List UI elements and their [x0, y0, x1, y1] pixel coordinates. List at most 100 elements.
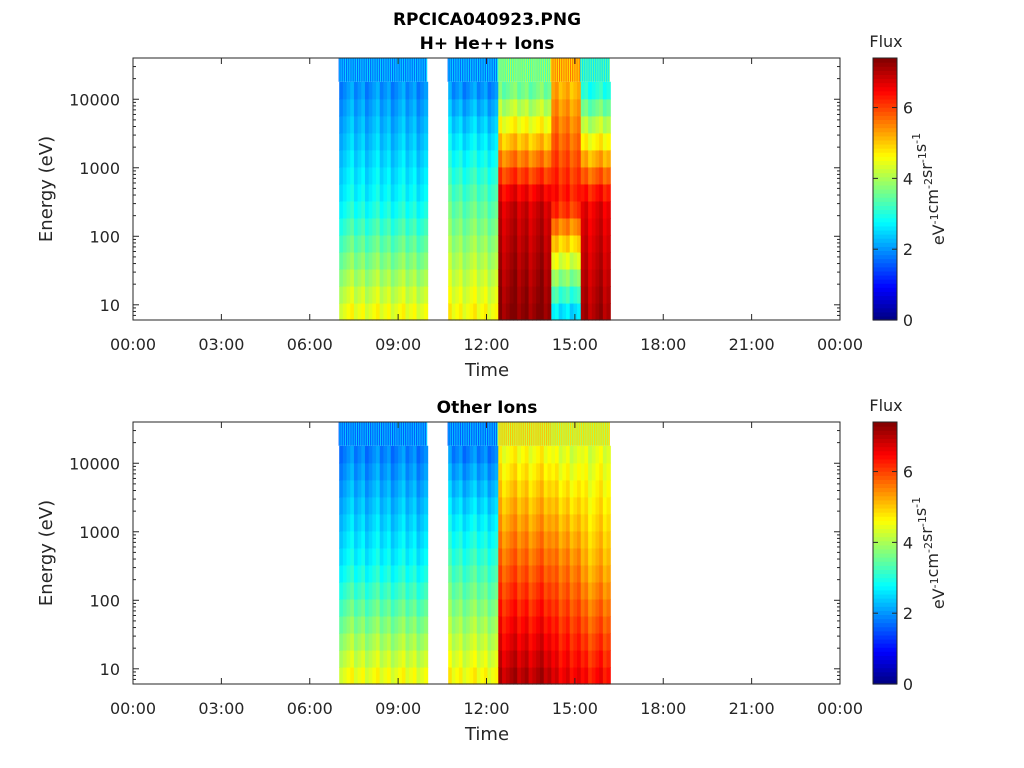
heatmap-cell — [346, 268, 351, 287]
heatmap-cell — [584, 268, 589, 287]
heatmap-cell — [521, 632, 526, 651]
heatmap-cell — [412, 217, 418, 236]
x-tick-label: 09:00 — [375, 335, 421, 354]
heatmap-cell — [494, 564, 499, 583]
heatmap-cell — [532, 479, 537, 498]
colorbar-swatch — [873, 139, 897, 145]
heatmap-cell — [394, 285, 399, 304]
y-tick-label: 10000 — [69, 454, 120, 473]
heatmap-cell — [451, 200, 456, 219]
heatmap-cell — [595, 115, 600, 134]
heatmap-cell — [543, 149, 549, 168]
heatmap-cell — [602, 615, 608, 634]
heatmap-cell — [494, 666, 499, 685]
heatmap-cell — [342, 234, 348, 253]
heatmap-cell — [394, 649, 399, 668]
heatmap-cell — [357, 479, 362, 498]
heatmap-cell — [577, 234, 582, 253]
heatmap-cell — [494, 81, 499, 100]
heatmap-cell — [509, 268, 515, 287]
heatmap-cell — [339, 268, 344, 287]
heatmap-cell — [524, 217, 530, 236]
heatmap-cell — [606, 615, 611, 634]
heatmap-cell — [398, 564, 403, 583]
heatmap-cell — [517, 581, 522, 600]
x-tick-label: 03:00 — [198, 335, 244, 354]
heatmap-cell — [584, 217, 589, 236]
heatmap-cell — [383, 496, 388, 515]
heatmap-cell — [513, 166, 518, 185]
heatmap-cell — [513, 132, 518, 151]
heatmap-cell — [487, 217, 492, 236]
heatmap-cell — [562, 445, 567, 464]
heatmap-cell — [455, 98, 460, 117]
heatmap-cell — [524, 547, 530, 566]
heatmap-cell — [412, 149, 418, 168]
heatmap-cell — [342, 251, 348, 270]
heatmap-cell — [566, 615, 571, 634]
heatmap-cell — [543, 285, 549, 304]
heatmap-cell — [580, 268, 586, 287]
colorbar-swatch — [873, 643, 897, 648]
heatmap-cell — [588, 530, 593, 549]
colorbar-swatch — [873, 66, 897, 71]
heatmap-cell — [448, 598, 453, 617]
heatmap-cell — [469, 302, 474, 321]
heatmap-cell — [532, 530, 537, 549]
heatmap-cell — [536, 166, 541, 185]
heatmap-cell — [505, 149, 511, 168]
colorbar-swatch — [873, 577, 897, 583]
heatmap-cell — [401, 530, 407, 549]
heatmap-cell — [346, 547, 351, 566]
heatmap-cell — [451, 234, 456, 253]
heatmap-cell — [569, 183, 574, 202]
heatmap-cell — [361, 115, 366, 134]
heatmap-cell — [364, 268, 370, 287]
heatmap-cell — [509, 217, 515, 236]
heatmap-cell — [524, 115, 530, 134]
heatmap-cell — [577, 251, 582, 270]
heatmap-cell — [517, 445, 522, 464]
heatmap-cell — [513, 479, 518, 498]
heatmap-cell — [376, 234, 381, 253]
heatmap-cell — [517, 268, 522, 287]
heatmap-cell — [584, 462, 589, 481]
heatmap-cell — [364, 98, 370, 117]
heatmap-cell — [591, 132, 597, 151]
heatmap-cell — [517, 649, 522, 668]
heatmap-cell — [517, 666, 522, 685]
heatmap-cell — [588, 285, 593, 304]
heatmap-cell — [494, 217, 499, 236]
heatmap-cell — [573, 166, 578, 185]
heatmap-cell — [401, 115, 407, 134]
heatmap-cell — [357, 649, 362, 668]
heatmap-cell — [401, 445, 407, 464]
heatmap-cell — [416, 268, 421, 287]
heatmap-cell — [543, 234, 549, 253]
heatmap-cell — [513, 513, 518, 532]
colorbar-swatch — [873, 270, 897, 276]
heatmap-cell — [606, 496, 611, 515]
heatmap-cell — [483, 115, 489, 134]
heatmap-cell — [420, 666, 425, 685]
heatmap-cell — [584, 149, 589, 168]
heatmap-cell — [539, 251, 545, 270]
heatmap-cell — [513, 183, 518, 202]
heatmap-cell — [448, 183, 453, 202]
heatmap-cell — [562, 285, 567, 304]
colorbar-swatch — [873, 614, 897, 620]
heatmap-cell — [423, 251, 429, 270]
heatmap-cell — [379, 166, 384, 185]
heatmap-cell — [599, 649, 604, 668]
heatmap-cell — [558, 98, 563, 117]
heatmap-cell — [466, 445, 471, 464]
heatmap-cell — [361, 81, 366, 100]
heatmap-cell — [521, 166, 526, 185]
heatmap-cell — [342, 81, 348, 100]
heatmap-cell — [353, 217, 359, 236]
colorbar-units: eV-1cm-2sr-1s-1 — [910, 133, 948, 245]
heatmap-cell — [372, 234, 377, 253]
heatmap-cell — [372, 462, 377, 481]
heatmap-cell — [353, 547, 359, 566]
heatmap-cell — [513, 615, 518, 634]
